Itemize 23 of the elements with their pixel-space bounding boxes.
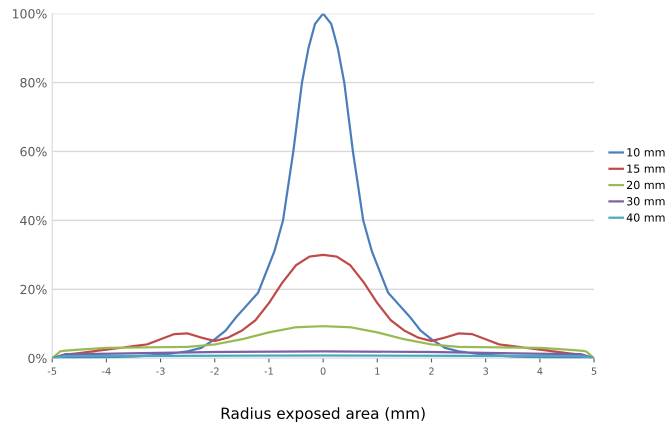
- y-tick-label: 80%: [20, 78, 47, 88]
- x-tick-label: -2: [210, 367, 219, 375]
- legend-label: 10 mm: [627, 148, 665, 157]
- x-tick-label: 2: [429, 367, 434, 375]
- y-tick-label: 0%: [28, 354, 47, 364]
- x-tick-label: 3: [483, 367, 488, 375]
- x-tick-label: -5: [48, 368, 56, 375]
- y-tick-label: 20%: [20, 284, 47, 294]
- legend-label: 15 mm: [627, 164, 665, 173]
- x-tick-label: 1: [375, 368, 380, 375]
- y-tick-label: 60%: [20, 146, 47, 156]
- x-tick-label: 4: [537, 368, 542, 375]
- x-tick-label: -3: [156, 367, 165, 375]
- legend-label: 40 mm: [626, 213, 665, 222]
- x-axis-title: Radius exposed area (mm): [222, 407, 425, 422]
- legend-label: 20 mm: [626, 180, 665, 190]
- x-tick-label: -4: [102, 368, 111, 375]
- legend-label: 30 mm: [627, 197, 665, 206]
- y-tick-label: 100%: [12, 9, 47, 19]
- x-tick-label: 5: [592, 368, 596, 375]
- x-tick-label: -1: [264, 368, 273, 375]
- x-tick-label: 0: [320, 367, 326, 375]
- y-tick-label: 40%: [20, 216, 47, 226]
